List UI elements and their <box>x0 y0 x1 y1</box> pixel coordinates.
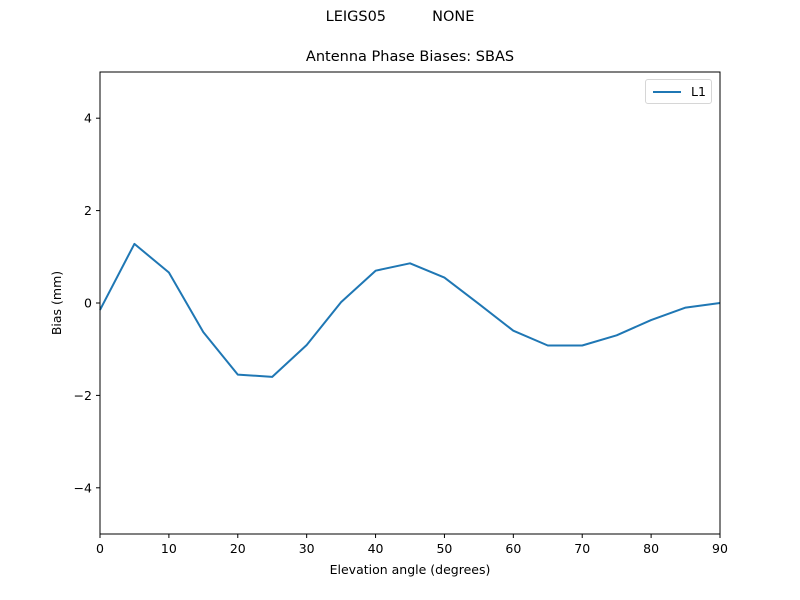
y-tick-label: −2 <box>74 388 92 403</box>
x-tick-label: 80 <box>643 541 659 556</box>
x-tick-label: 0 <box>96 541 104 556</box>
x-axis-label: Elevation angle (degrees) <box>330 562 491 577</box>
x-tick-label: 30 <box>299 541 315 556</box>
plot-area-frame <box>99 71 721 535</box>
legend-line-l1-icon <box>653 91 681 93</box>
x-tick-label: 70 <box>574 541 590 556</box>
x-tick-label: 10 <box>161 541 177 556</box>
x-tick-label: 40 <box>368 541 384 556</box>
x-tick-label: 50 <box>436 541 452 556</box>
y-tick-label: −4 <box>74 480 92 495</box>
y-tick-label: 2 <box>84 203 92 218</box>
y-axis-label: Bias (mm) <box>49 271 64 335</box>
x-tick-label: 20 <box>230 541 246 556</box>
y-tick-label: 4 <box>84 111 92 126</box>
legend: L1 <box>645 79 712 104</box>
y-tick-label: 0 <box>84 296 92 311</box>
figure-suptitle: LEIGS05 NONE <box>325 9 475 25</box>
x-tick-label: 60 <box>505 541 521 556</box>
x-tick-label: 90 <box>712 541 728 556</box>
axis-ticks: 0 10 20 30 40 50 60 70 80 90 −4 −2 0 2 4 <box>74 111 728 556</box>
legend-label-l1: L1 <box>691 84 706 99</box>
series-line-l1 <box>99 242 721 378</box>
chart-title: Antenna Phase Biases: SBAS <box>305 49 515 65</box>
